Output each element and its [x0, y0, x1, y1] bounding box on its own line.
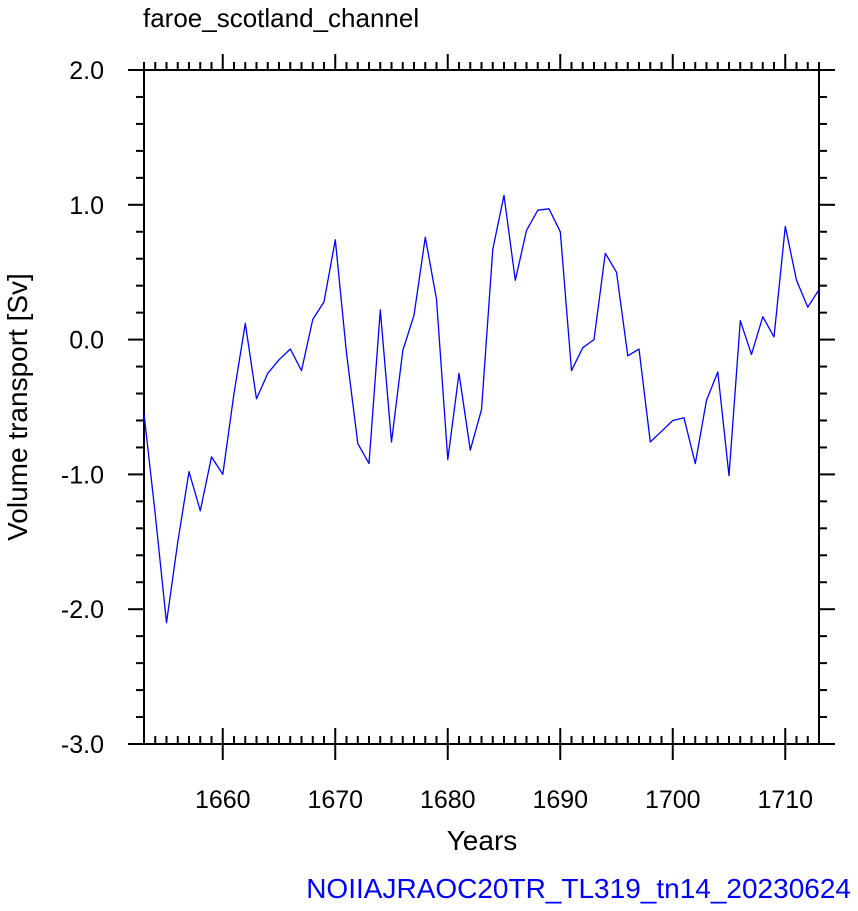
series-layer	[143, 194, 820, 624]
y-tick-label: -2.0	[61, 596, 104, 624]
x-tick-label: 1670	[307, 786, 363, 814]
x-tick-label: 1680	[420, 786, 476, 814]
x-tick-label: 1710	[757, 786, 813, 814]
x-tick-labels: 1660 1670 1680 1690 1700 1710	[195, 786, 813, 814]
y-tick-labels: -3.0 -2.0 -1.0 0.0 1.0 2.0	[61, 57, 104, 759]
x-tick-label: 1700	[645, 786, 701, 814]
chart-title: faroe_scotland_channel	[143, 3, 419, 33]
axis-ticks	[128, 54, 835, 760]
series-line	[143, 194, 820, 624]
x-axis-label: Years	[447, 825, 518, 856]
footer-label: NOIIAJRAOC20TR_TL319_tn14_20230624	[306, 873, 851, 904]
y-tick-label: -3.0	[61, 731, 104, 759]
y-tick-label: 0.0	[69, 327, 104, 355]
y-tick-label: 1.0	[69, 192, 104, 220]
y-tick-label: 2.0	[69, 57, 104, 85]
x-tick-label: 1690	[532, 786, 588, 814]
y-axis-label: Volume transport [Sv]	[2, 273, 33, 541]
y-tick-label: -1.0	[61, 461, 104, 489]
x-tick-label: 1660	[195, 786, 251, 814]
